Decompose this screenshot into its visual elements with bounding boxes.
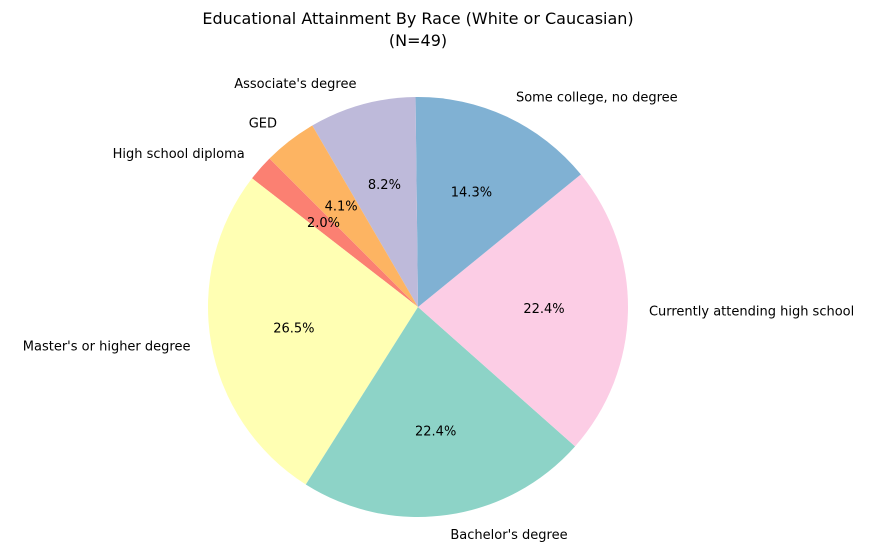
slice-label-associate-s-degree: Associate's degree: [234, 77, 356, 92]
slice-label-bachelor-s-degree: Bachelor's degree: [450, 528, 567, 543]
pie-slice-some-college-no-degree: [415, 96, 581, 307]
pie-labels: High school diploma 2.0% Master's or highe…: [23, 77, 854, 543]
chart-subtitle: (N=49): [389, 31, 447, 50]
slice-label-high-school-diploma: High school diploma: [113, 147, 245, 162]
slice-value-currently-attending-high-school: 22.4%: [523, 302, 564, 317]
chart-title: Educational Attainment By Race (White or…: [202, 9, 633, 28]
slice-label-currently-attending-high-school: Currently attending high school: [649, 304, 854, 319]
pie-slice-master-s-or-higher-degree: [207, 178, 418, 485]
pie-slice-bachelor-s-degree: [305, 307, 576, 517]
slice-label-ged: GED: [249, 117, 277, 132]
slice-value-master-s-or-higher-degree: 26.5%: [273, 321, 314, 336]
pie-slice-currently-attending-high-school: [418, 174, 628, 447]
slice-value-high-school-diploma: 2.0%: [307, 216, 340, 231]
slice-label-some-college-no-degree: Some college, no degree: [516, 90, 678, 105]
slice-value-some-college-no-degree: 14.3%: [451, 185, 492, 200]
slice-value-ged: 4.1%: [325, 200, 358, 215]
pie-slices: [207, 96, 628, 517]
slice-label-master-s-or-higher-degree: Master's or higher degree: [23, 339, 191, 354]
slice-value-associate-s-degree: 8.2%: [368, 178, 401, 193]
pie-slice-associate-s-degree: [312, 97, 418, 307]
pie-slice-high-school-diploma: [252, 158, 418, 307]
slice-value-bachelor-s-degree: 22.4%: [415, 424, 456, 439]
pie-slice-ged: [269, 125, 418, 307]
